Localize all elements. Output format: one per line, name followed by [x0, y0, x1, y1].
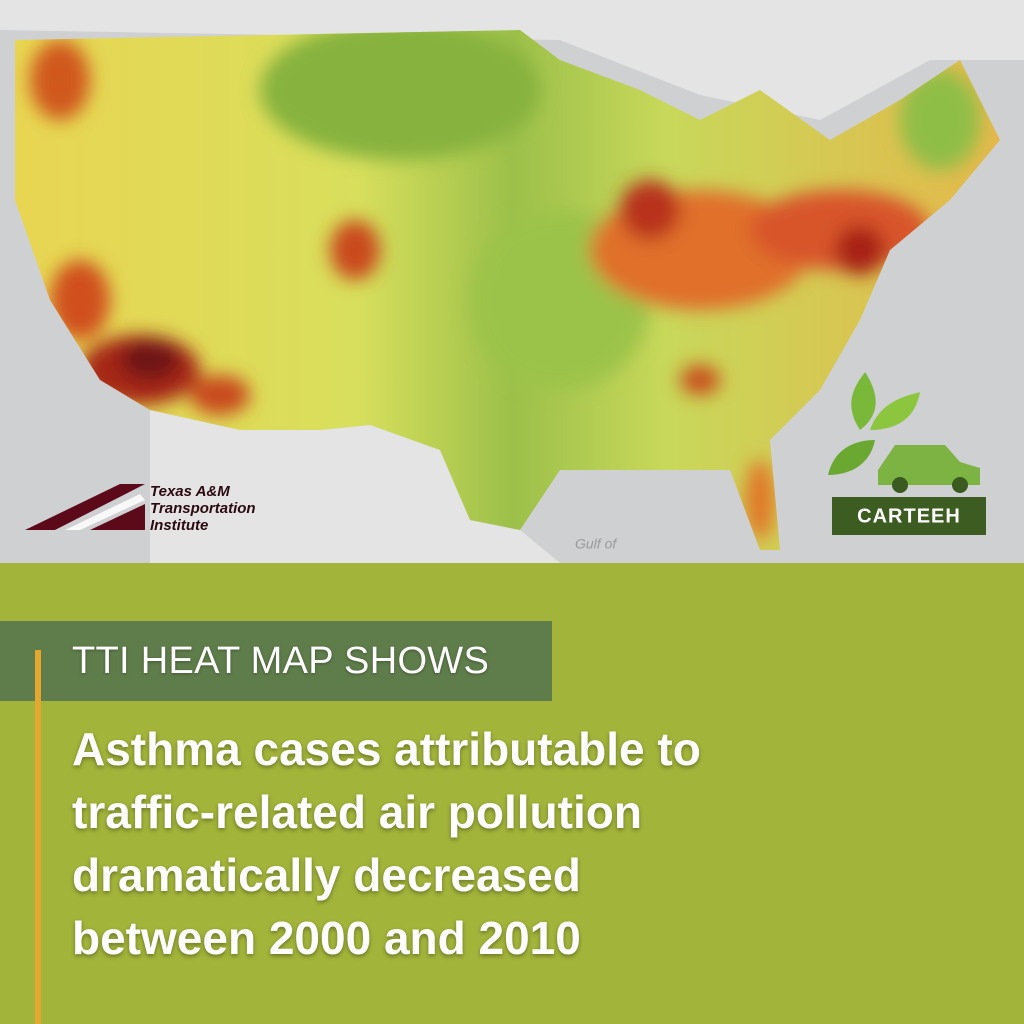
- hotspots: [30, 30, 980, 540]
- headline-line: between 2000 and 2010: [72, 912, 581, 964]
- mexico: [150, 410, 560, 563]
- tti-logo: Texas A&M Transportation Institute: [25, 483, 256, 534]
- kicker: TTI HEAT MAP SHOWS: [72, 640, 490, 682]
- tti-name: Transportation: [150, 500, 256, 517]
- headline-line: Asthma cases attributable to: [72, 723, 701, 775]
- headline: Asthma cases attributable to traffic-rel…: [72, 718, 701, 970]
- kicker-band: [0, 621, 552, 701]
- canada: [0, 0, 1024, 120]
- accent-line: [35, 650, 41, 1024]
- heat-map: Gulf of Texas A&M Transportation Institu…: [0, 0, 1024, 563]
- tti-name: Texas A&M: [150, 483, 230, 500]
- carteeh-logo: CARTEEH: [828, 372, 986, 535]
- tti-name: Institute: [150, 517, 208, 534]
- carteeh-name: CARTEEH: [857, 505, 961, 527]
- water-label: Gulf of: [575, 536, 618, 552]
- headline-line: traffic-related air pollution: [72, 786, 642, 838]
- headline-line: dramatically decreased: [72, 849, 581, 901]
